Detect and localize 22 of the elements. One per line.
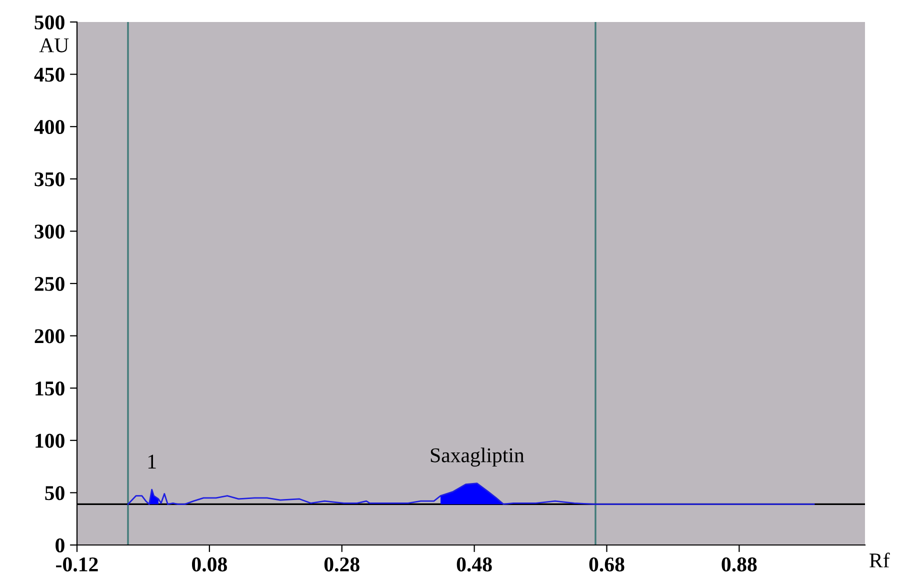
y-tick-label: 100 [36,434,64,448]
x-tick-label: 0.88 [722,557,757,572]
y-tick-label: 450 [34,68,64,82]
y-tick-label: 500 [34,15,64,30]
x-axis-title: Rf [870,552,890,568]
y-tick-label: 0 [56,538,64,552]
x-tick-label: 0.48 [456,557,492,572]
y-tick-label: 50 [45,486,64,500]
y-tick-label: 200 [34,329,64,344]
y-tick-label: 350 [34,172,64,186]
y-tick-label: 250 [34,276,64,291]
y-tick-label: 300 [34,224,64,239]
x-tick-label: -0.12 [56,557,98,572]
y-tick-label: 150 [36,381,64,396]
y-axis-title: AU [39,38,69,52]
y-tick-label: 400 [34,120,64,134]
x-tick-label: 0.08 [192,557,227,572]
x-tick-label: 0.68 [589,557,624,572]
annotation: 1 [148,454,156,468]
x-tick-label: 0.28 [324,557,360,572]
line-series [127,482,815,505]
annotation: Saxagliptin [430,448,524,467]
